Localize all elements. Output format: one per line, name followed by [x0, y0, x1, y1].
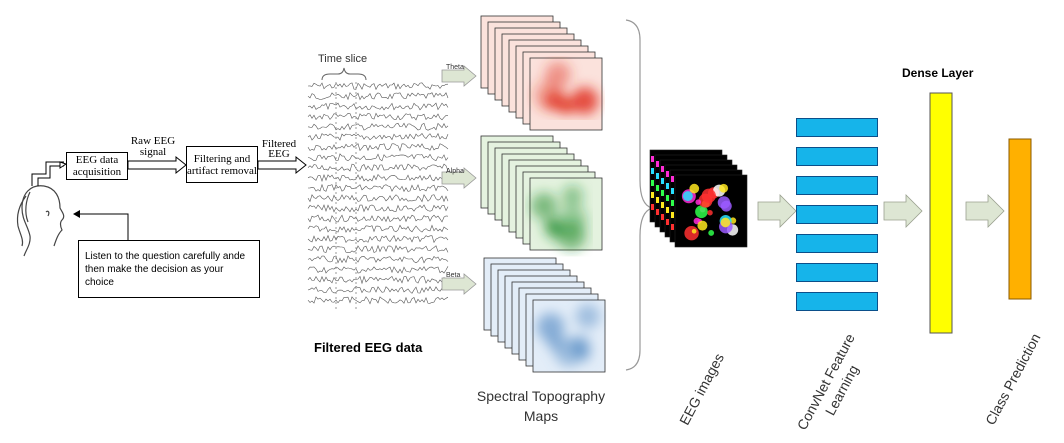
convnet-feature-bar — [796, 292, 878, 311]
pipeline-arrow — [757, 194, 797, 228]
convnet-feature-bar — [796, 263, 878, 282]
topo-map-stack-alpha — [480, 135, 603, 251]
topo-map-stack-beta — [483, 257, 606, 373]
eeg-image-stack — [649, 149, 748, 248]
filtered-eeg-label: Filtered EEG — [261, 138, 297, 160]
head-icon — [16, 185, 65, 257]
topo-map-blobs — [530, 185, 587, 250]
band-arrow — [441, 65, 477, 87]
dense-layer — [929, 92, 953, 334]
convnet-feature-bar — [796, 205, 878, 224]
eeg-trace — [307, 92, 449, 101]
pipeline-arrow — [883, 194, 923, 228]
eeg-trace — [307, 122, 449, 131]
raw-eeg-label: Raw EEG signal — [130, 135, 176, 158]
pipeline-arrow — [965, 194, 1005, 228]
pipeline-arrows — [757, 194, 1005, 228]
instruction-pointer — [73, 210, 129, 240]
eeg-image-content — [681, 183, 739, 241]
filtered-eeg-data-caption: Filtered EEG data — [314, 340, 423, 355]
eeg-trace — [307, 153, 449, 162]
instruction-box: Listen to the question carefully ande th… — [78, 240, 260, 298]
band-label-theta: Theta — [446, 64, 464, 71]
spectral-topography-label: Spectral Topography Maps — [476, 388, 606, 424]
topo-map-blobs — [533, 61, 599, 115]
eeg-trace — [307, 234, 449, 244]
band-label-alpha: Alpha — [446, 168, 464, 175]
dense-layer-title: Dense Layer — [902, 66, 974, 80]
topo-map-stack-theta — [480, 15, 603, 131]
time-slice-brace — [321, 67, 367, 310]
convnet-feature-bar — [796, 176, 878, 195]
eeg-trace — [307, 224, 449, 233]
topo-stacks — [480, 15, 606, 373]
eeg-trace — [307, 266, 449, 274]
eeg-trace — [307, 132, 449, 141]
band-arrow — [441, 167, 477, 189]
time-slice-label: Time slice — [318, 53, 368, 65]
eeg-trace — [307, 275, 449, 285]
eeg-trace — [307, 214, 449, 223]
band-label-beta: Beta — [446, 272, 461, 279]
eeg-trace — [307, 143, 449, 152]
eeg-trace — [307, 112, 448, 121]
eeg-trace — [307, 183, 449, 193]
eeg-trace — [307, 102, 449, 111]
convnet-feature-bar — [796, 118, 878, 137]
convnet-feature-bar — [796, 234, 878, 253]
eeg-trace — [307, 286, 449, 294]
band-arrows — [441, 65, 477, 295]
eeg-acquisition-box: EEG data acquisition — [66, 152, 128, 180]
diagram-canvas — [16, 15, 1032, 373]
eeg-traces — [307, 82, 449, 305]
convnet-feature-bar — [796, 147, 878, 166]
eeg-trace — [307, 204, 449, 213]
eeg-trace — [307, 163, 449, 172]
topo-brace — [625, 19, 655, 371]
raw-eeg-arrow — [127, 155, 187, 175]
eeg-trace — [307, 194, 449, 203]
filtering-box: Filtering and artifact removal — [186, 146, 258, 183]
eeg-trace — [307, 173, 449, 183]
band-arrow — [441, 273, 477, 295]
eeg-trace — [307, 82, 449, 91]
eeg-trace — [307, 244, 449, 253]
head-to-acquisition-arrows — [31, 161, 68, 186]
eeg-trace — [307, 296, 449, 305]
class-prediction-bar — [1008, 138, 1032, 300]
eeg-trace — [307, 255, 449, 264]
filtered-eeg-arrow — [257, 155, 307, 175]
eeg-pipeline-diagram: EEG data acquisition Filtering and artif… — [16, 15, 1044, 432]
topo-map-blobs — [536, 304, 600, 367]
